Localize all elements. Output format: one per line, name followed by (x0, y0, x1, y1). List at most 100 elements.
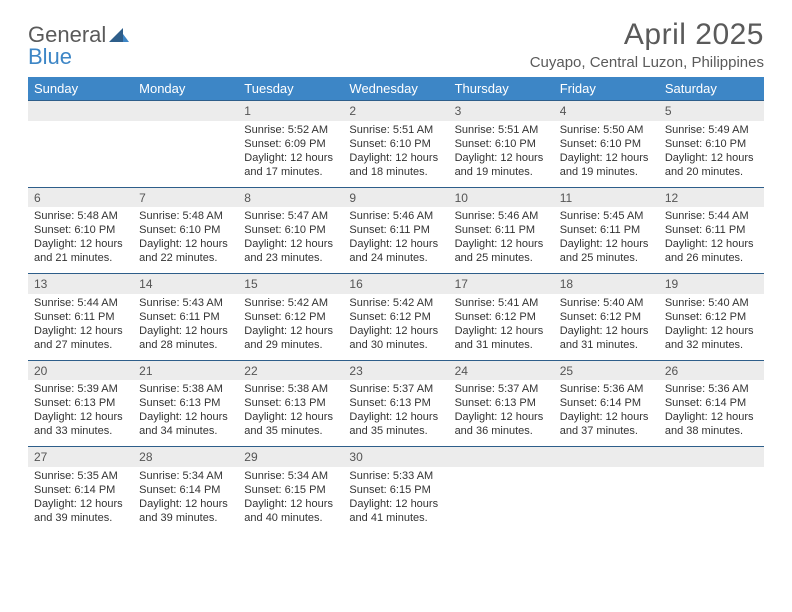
sunset-text: Sunset: 6:11 PM (34, 310, 127, 324)
detail-cell: Sunrise: 5:42 AMSunset: 6:12 PMDaylight:… (343, 294, 448, 361)
sunset-text: Sunset: 6:13 PM (455, 396, 548, 410)
logo-text: General Blue (28, 24, 129, 68)
date-cell: 21 (133, 360, 238, 380)
detail-cell (133, 121, 238, 188)
sunset-text: Sunset: 6:09 PM (244, 137, 337, 151)
weekday-header: Tuesday (238, 77, 343, 101)
sunrise-text: Sunrise: 5:33 AM (349, 469, 442, 483)
detail-cell: Sunrise: 5:40 AMSunset: 6:12 PMDaylight:… (659, 294, 764, 361)
sunrise-text: Sunrise: 5:42 AM (349, 296, 442, 310)
sunrise-text: Sunrise: 5:37 AM (455, 382, 548, 396)
detail-cell: Sunrise: 5:48 AMSunset: 6:10 PMDaylight:… (28, 207, 133, 274)
detail-row: Sunrise: 5:39 AMSunset: 6:13 PMDaylight:… (28, 380, 764, 447)
sunset-text: Sunset: 6:11 PM (349, 223, 442, 237)
sunset-text: Sunset: 6:12 PM (244, 310, 337, 324)
detail-cell: Sunrise: 5:44 AMSunset: 6:11 PMDaylight:… (28, 294, 133, 361)
date-cell: 6 (28, 187, 133, 207)
detail-cell: Sunrise: 5:43 AMSunset: 6:11 PMDaylight:… (133, 294, 238, 361)
sunset-text: Sunset: 6:14 PM (665, 396, 758, 410)
date-cell: 20 (28, 360, 133, 380)
detail-cell: Sunrise: 5:50 AMSunset: 6:10 PMDaylight:… (554, 121, 659, 188)
date-cell: 13 (28, 274, 133, 294)
detail-cell (28, 121, 133, 188)
detail-cell: Sunrise: 5:47 AMSunset: 6:10 PMDaylight:… (238, 207, 343, 274)
weekday-header: Wednesday (343, 77, 448, 101)
sunrise-text: Sunrise: 5:46 AM (455, 209, 548, 223)
date-cell: 3 (449, 101, 554, 121)
detail-cell: Sunrise: 5:42 AMSunset: 6:12 PMDaylight:… (238, 294, 343, 361)
daylight-text: Daylight: 12 hours and 41 minutes. (349, 497, 442, 525)
sunset-text: Sunset: 6:15 PM (349, 483, 442, 497)
sunset-text: Sunset: 6:11 PM (665, 223, 758, 237)
detail-cell (554, 467, 659, 533)
daylight-text: Daylight: 12 hours and 21 minutes. (34, 237, 127, 265)
date-cell: 23 (343, 360, 448, 380)
daylight-text: Daylight: 12 hours and 30 minutes. (349, 324, 442, 352)
page-title: April 2025 (530, 18, 764, 52)
detail-cell: Sunrise: 5:39 AMSunset: 6:13 PMDaylight:… (28, 380, 133, 447)
date-row: 6789101112 (28, 187, 764, 207)
date-cell: 12 (659, 187, 764, 207)
detail-row: Sunrise: 5:52 AMSunset: 6:09 PMDaylight:… (28, 121, 764, 188)
daylight-text: Daylight: 12 hours and 27 minutes. (34, 324, 127, 352)
date-cell: 18 (554, 274, 659, 294)
logo: General Blue (28, 18, 129, 68)
daylight-text: Daylight: 12 hours and 29 minutes. (244, 324, 337, 352)
weekday-header: Saturday (659, 77, 764, 101)
sunrise-text: Sunrise: 5:49 AM (665, 123, 758, 137)
date-row: 20212223242526 (28, 360, 764, 380)
daylight-text: Daylight: 12 hours and 23 minutes. (244, 237, 337, 265)
sunrise-text: Sunrise: 5:41 AM (455, 296, 548, 310)
sunrise-text: Sunrise: 5:44 AM (665, 209, 758, 223)
date-cell: 29 (238, 447, 343, 467)
sunrise-text: Sunrise: 5:39 AM (34, 382, 127, 396)
daylight-text: Daylight: 12 hours and 28 minutes. (139, 324, 232, 352)
sunrise-text: Sunrise: 5:46 AM (349, 209, 442, 223)
weekday-header: Friday (554, 77, 659, 101)
sunrise-text: Sunrise: 5:42 AM (244, 296, 337, 310)
sunset-text: Sunset: 6:10 PM (34, 223, 127, 237)
date-cell: 10 (449, 187, 554, 207)
detail-cell: Sunrise: 5:36 AMSunset: 6:14 PMDaylight:… (554, 380, 659, 447)
daylight-text: Daylight: 12 hours and 39 minutes. (34, 497, 127, 525)
detail-cell: Sunrise: 5:52 AMSunset: 6:09 PMDaylight:… (238, 121, 343, 188)
date-cell: 24 (449, 360, 554, 380)
detail-cell: Sunrise: 5:51 AMSunset: 6:10 PMDaylight:… (343, 121, 448, 188)
sunrise-text: Sunrise: 5:38 AM (244, 382, 337, 396)
date-cell: 16 (343, 274, 448, 294)
detail-cell: Sunrise: 5:37 AMSunset: 6:13 PMDaylight:… (343, 380, 448, 447)
daylight-text: Daylight: 12 hours and 31 minutes. (560, 324, 653, 352)
date-cell: 22 (238, 360, 343, 380)
date-cell (28, 101, 133, 121)
detail-cell: Sunrise: 5:48 AMSunset: 6:10 PMDaylight:… (133, 207, 238, 274)
date-cell: 8 (238, 187, 343, 207)
detail-cell: Sunrise: 5:34 AMSunset: 6:15 PMDaylight:… (238, 467, 343, 533)
daylight-text: Daylight: 12 hours and 25 minutes. (560, 237, 653, 265)
sunset-text: Sunset: 6:10 PM (560, 137, 653, 151)
sunrise-text: Sunrise: 5:37 AM (349, 382, 442, 396)
daylight-text: Daylight: 12 hours and 26 minutes. (665, 237, 758, 265)
date-cell (449, 447, 554, 467)
date-cell: 14 (133, 274, 238, 294)
daylight-text: Daylight: 12 hours and 19 minutes. (455, 151, 548, 179)
date-cell: 27 (28, 447, 133, 467)
detail-cell (659, 467, 764, 533)
sunset-text: Sunset: 6:14 PM (139, 483, 232, 497)
detail-cell: Sunrise: 5:44 AMSunset: 6:11 PMDaylight:… (659, 207, 764, 274)
sunrise-text: Sunrise: 5:36 AM (560, 382, 653, 396)
sunset-text: Sunset: 6:14 PM (560, 396, 653, 410)
logo-sail-icon (109, 22, 129, 47)
detail-cell: Sunrise: 5:49 AMSunset: 6:10 PMDaylight:… (659, 121, 764, 188)
sunrise-text: Sunrise: 5:38 AM (139, 382, 232, 396)
detail-cell: Sunrise: 5:37 AMSunset: 6:13 PMDaylight:… (449, 380, 554, 447)
sunset-text: Sunset: 6:11 PM (560, 223, 653, 237)
date-cell (133, 101, 238, 121)
weekday-header-row: Sunday Monday Tuesday Wednesday Thursday… (28, 77, 764, 101)
daylight-text: Daylight: 12 hours and 31 minutes. (455, 324, 548, 352)
daylight-text: Daylight: 12 hours and 39 minutes. (139, 497, 232, 525)
sunrise-text: Sunrise: 5:45 AM (560, 209, 653, 223)
sunset-text: Sunset: 6:12 PM (560, 310, 653, 324)
detail-row: Sunrise: 5:44 AMSunset: 6:11 PMDaylight:… (28, 294, 764, 361)
daylight-text: Daylight: 12 hours and 25 minutes. (455, 237, 548, 265)
date-cell: 4 (554, 101, 659, 121)
